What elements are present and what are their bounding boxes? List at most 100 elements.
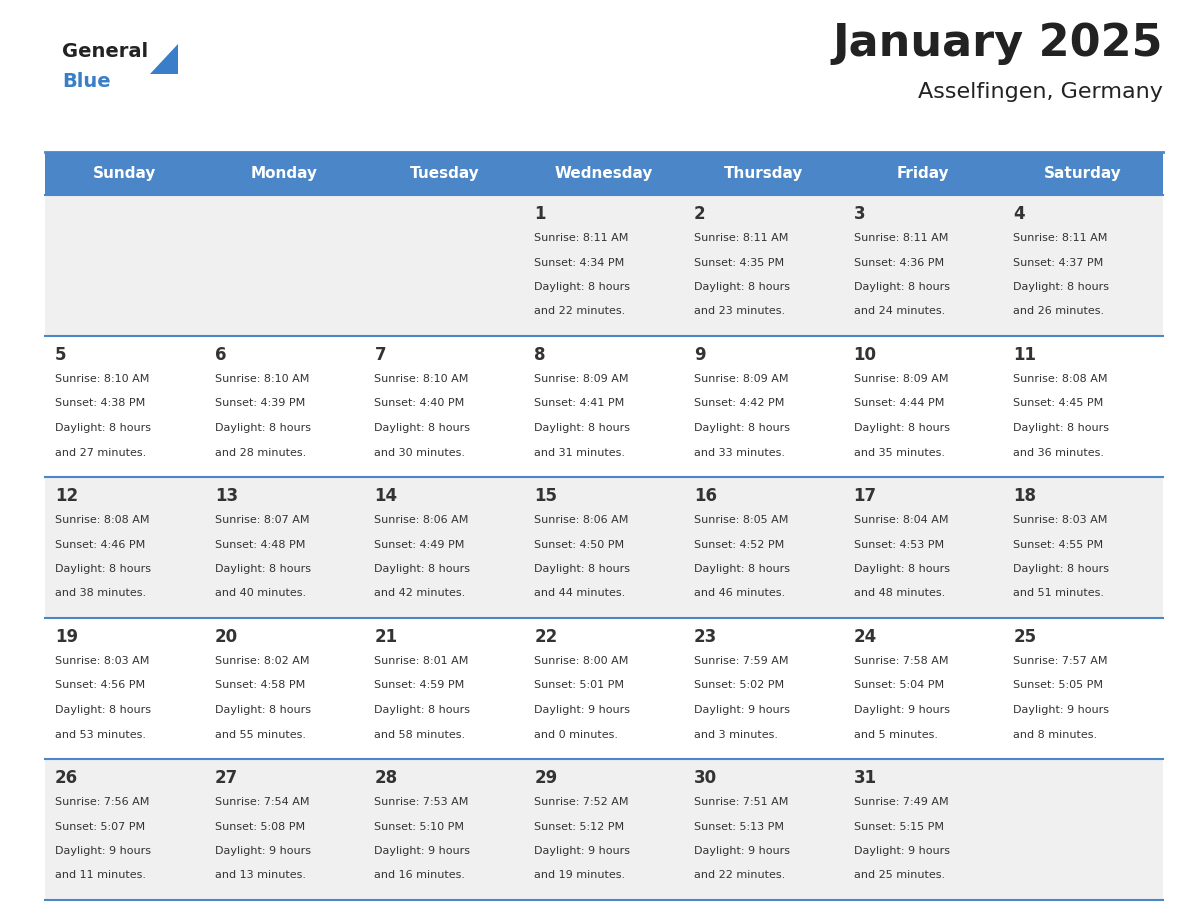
Text: Sunset: 5:04 PM: Sunset: 5:04 PM xyxy=(853,680,943,690)
Text: 6: 6 xyxy=(215,346,226,364)
Text: Sunrise: 8:10 AM: Sunrise: 8:10 AM xyxy=(374,374,469,384)
Text: Daylight: 9 hours: Daylight: 9 hours xyxy=(55,846,151,856)
Bar xyxy=(365,152,524,195)
Text: Sunrise: 8:11 AM: Sunrise: 8:11 AM xyxy=(535,233,628,243)
Text: Sunset: 4:45 PM: Sunset: 4:45 PM xyxy=(1013,398,1104,409)
Text: 4: 4 xyxy=(1013,205,1025,223)
Text: Sunset: 4:37 PM: Sunset: 4:37 PM xyxy=(1013,258,1104,267)
Text: Sunrise: 8:06 AM: Sunrise: 8:06 AM xyxy=(374,515,469,525)
Text: 10: 10 xyxy=(853,346,877,364)
Text: Sunrise: 8:07 AM: Sunrise: 8:07 AM xyxy=(215,515,309,525)
Text: Sunrise: 8:10 AM: Sunrise: 8:10 AM xyxy=(215,374,309,384)
Text: 12: 12 xyxy=(55,487,78,505)
Text: 28: 28 xyxy=(374,769,398,787)
Text: and 40 minutes.: and 40 minutes. xyxy=(215,588,305,599)
Text: Daylight: 8 hours: Daylight: 8 hours xyxy=(374,564,470,574)
Text: 30: 30 xyxy=(694,769,718,787)
Text: 14: 14 xyxy=(374,487,398,505)
Text: and 28 minutes.: and 28 minutes. xyxy=(215,447,307,457)
Text: Sunset: 4:34 PM: Sunset: 4:34 PM xyxy=(535,258,625,267)
Text: Sunrise: 7:54 AM: Sunrise: 7:54 AM xyxy=(215,797,309,807)
Text: 7: 7 xyxy=(374,346,386,364)
Text: Daylight: 8 hours: Daylight: 8 hours xyxy=(55,423,151,433)
Text: and 11 minutes.: and 11 minutes. xyxy=(55,870,146,880)
Text: Daylight: 9 hours: Daylight: 9 hours xyxy=(535,846,630,856)
Text: Sunset: 5:13 PM: Sunset: 5:13 PM xyxy=(694,822,784,832)
Text: and 35 minutes.: and 35 minutes. xyxy=(853,447,944,457)
Bar xyxy=(524,152,684,195)
Text: Sunset: 5:02 PM: Sunset: 5:02 PM xyxy=(694,680,784,690)
Text: Sunrise: 8:11 AM: Sunrise: 8:11 AM xyxy=(853,233,948,243)
Text: 23: 23 xyxy=(694,628,718,646)
Text: Daylight: 8 hours: Daylight: 8 hours xyxy=(55,564,151,574)
Text: Daylight: 8 hours: Daylight: 8 hours xyxy=(55,705,151,715)
Text: Daylight: 9 hours: Daylight: 9 hours xyxy=(1013,705,1110,715)
Text: Sunset: 4:39 PM: Sunset: 4:39 PM xyxy=(215,398,305,409)
Text: Sunday: Sunday xyxy=(93,166,157,181)
Text: and 23 minutes.: and 23 minutes. xyxy=(694,307,785,317)
Text: Daylight: 9 hours: Daylight: 9 hours xyxy=(694,705,790,715)
Text: 15: 15 xyxy=(535,487,557,505)
Text: Sunset: 5:01 PM: Sunset: 5:01 PM xyxy=(535,680,624,690)
Text: Sunset: 5:07 PM: Sunset: 5:07 PM xyxy=(55,822,145,832)
Text: Monday: Monday xyxy=(251,166,318,181)
Text: Daylight: 8 hours: Daylight: 8 hours xyxy=(215,423,311,433)
Text: and 24 minutes.: and 24 minutes. xyxy=(853,307,944,317)
Text: Sunset: 4:48 PM: Sunset: 4:48 PM xyxy=(215,540,305,550)
Text: Sunrise: 8:03 AM: Sunrise: 8:03 AM xyxy=(55,656,150,666)
Text: and 16 minutes.: and 16 minutes. xyxy=(374,870,466,880)
Text: Daylight: 8 hours: Daylight: 8 hours xyxy=(1013,423,1110,433)
Text: Sunrise: 8:09 AM: Sunrise: 8:09 AM xyxy=(694,374,789,384)
Text: Sunset: 5:08 PM: Sunset: 5:08 PM xyxy=(215,822,305,832)
Text: 5: 5 xyxy=(55,346,67,364)
Text: Sunset: 4:41 PM: Sunset: 4:41 PM xyxy=(535,398,625,409)
Text: Sunrise: 8:09 AM: Sunrise: 8:09 AM xyxy=(535,374,628,384)
Text: Daylight: 9 hours: Daylight: 9 hours xyxy=(694,846,790,856)
Text: Sunset: 4:35 PM: Sunset: 4:35 PM xyxy=(694,258,784,267)
Text: Daylight: 9 hours: Daylight: 9 hours xyxy=(853,846,949,856)
Text: and 36 minutes.: and 36 minutes. xyxy=(1013,447,1105,457)
Bar xyxy=(843,152,1004,195)
Text: and 0 minutes.: and 0 minutes. xyxy=(535,730,618,740)
Text: and 22 minutes.: and 22 minutes. xyxy=(694,870,785,880)
Text: 16: 16 xyxy=(694,487,716,505)
Text: and 38 minutes.: and 38 minutes. xyxy=(55,588,146,599)
Polygon shape xyxy=(150,44,178,74)
Text: Sunrise: 8:08 AM: Sunrise: 8:08 AM xyxy=(55,515,150,525)
Text: and 58 minutes.: and 58 minutes. xyxy=(374,730,466,740)
Text: 20: 20 xyxy=(215,628,238,646)
Text: and 19 minutes.: and 19 minutes. xyxy=(535,870,625,880)
Bar xyxy=(45,152,204,195)
Text: Sunrise: 7:51 AM: Sunrise: 7:51 AM xyxy=(694,797,788,807)
Text: Sunrise: 8:11 AM: Sunrise: 8:11 AM xyxy=(694,233,788,243)
Text: Tuesday: Tuesday xyxy=(410,166,479,181)
Text: Daylight: 8 hours: Daylight: 8 hours xyxy=(374,423,470,433)
Text: Sunset: 4:44 PM: Sunset: 4:44 PM xyxy=(853,398,944,409)
Text: Daylight: 8 hours: Daylight: 8 hours xyxy=(853,564,949,574)
Text: and 31 minutes.: and 31 minutes. xyxy=(535,447,625,457)
Text: Sunrise: 8:08 AM: Sunrise: 8:08 AM xyxy=(1013,374,1107,384)
Text: 18: 18 xyxy=(1013,487,1036,505)
Text: 9: 9 xyxy=(694,346,706,364)
Text: 1: 1 xyxy=(535,205,545,223)
Text: Daylight: 8 hours: Daylight: 8 hours xyxy=(535,423,630,433)
Text: Sunrise: 8:04 AM: Sunrise: 8:04 AM xyxy=(853,515,948,525)
Text: Daylight: 8 hours: Daylight: 8 hours xyxy=(1013,564,1110,574)
Text: and 33 minutes.: and 33 minutes. xyxy=(694,447,785,457)
Text: 27: 27 xyxy=(215,769,238,787)
Text: and 44 minutes.: and 44 minutes. xyxy=(535,588,625,599)
Text: Thursday: Thursday xyxy=(723,166,803,181)
Text: Daylight: 8 hours: Daylight: 8 hours xyxy=(694,564,790,574)
Text: and 42 minutes.: and 42 minutes. xyxy=(374,588,466,599)
Text: and 8 minutes.: and 8 minutes. xyxy=(1013,730,1098,740)
Bar xyxy=(45,195,1163,336)
Text: Sunrise: 8:03 AM: Sunrise: 8:03 AM xyxy=(1013,515,1107,525)
Text: Sunrise: 8:11 AM: Sunrise: 8:11 AM xyxy=(1013,233,1107,243)
Text: Daylight: 9 hours: Daylight: 9 hours xyxy=(374,846,470,856)
Text: and 3 minutes.: and 3 minutes. xyxy=(694,730,778,740)
Text: 31: 31 xyxy=(853,769,877,787)
Text: Daylight: 8 hours: Daylight: 8 hours xyxy=(215,705,311,715)
Text: 3: 3 xyxy=(853,205,865,223)
Text: Sunrise: 8:06 AM: Sunrise: 8:06 AM xyxy=(535,515,628,525)
Text: Sunset: 4:36 PM: Sunset: 4:36 PM xyxy=(853,258,943,267)
